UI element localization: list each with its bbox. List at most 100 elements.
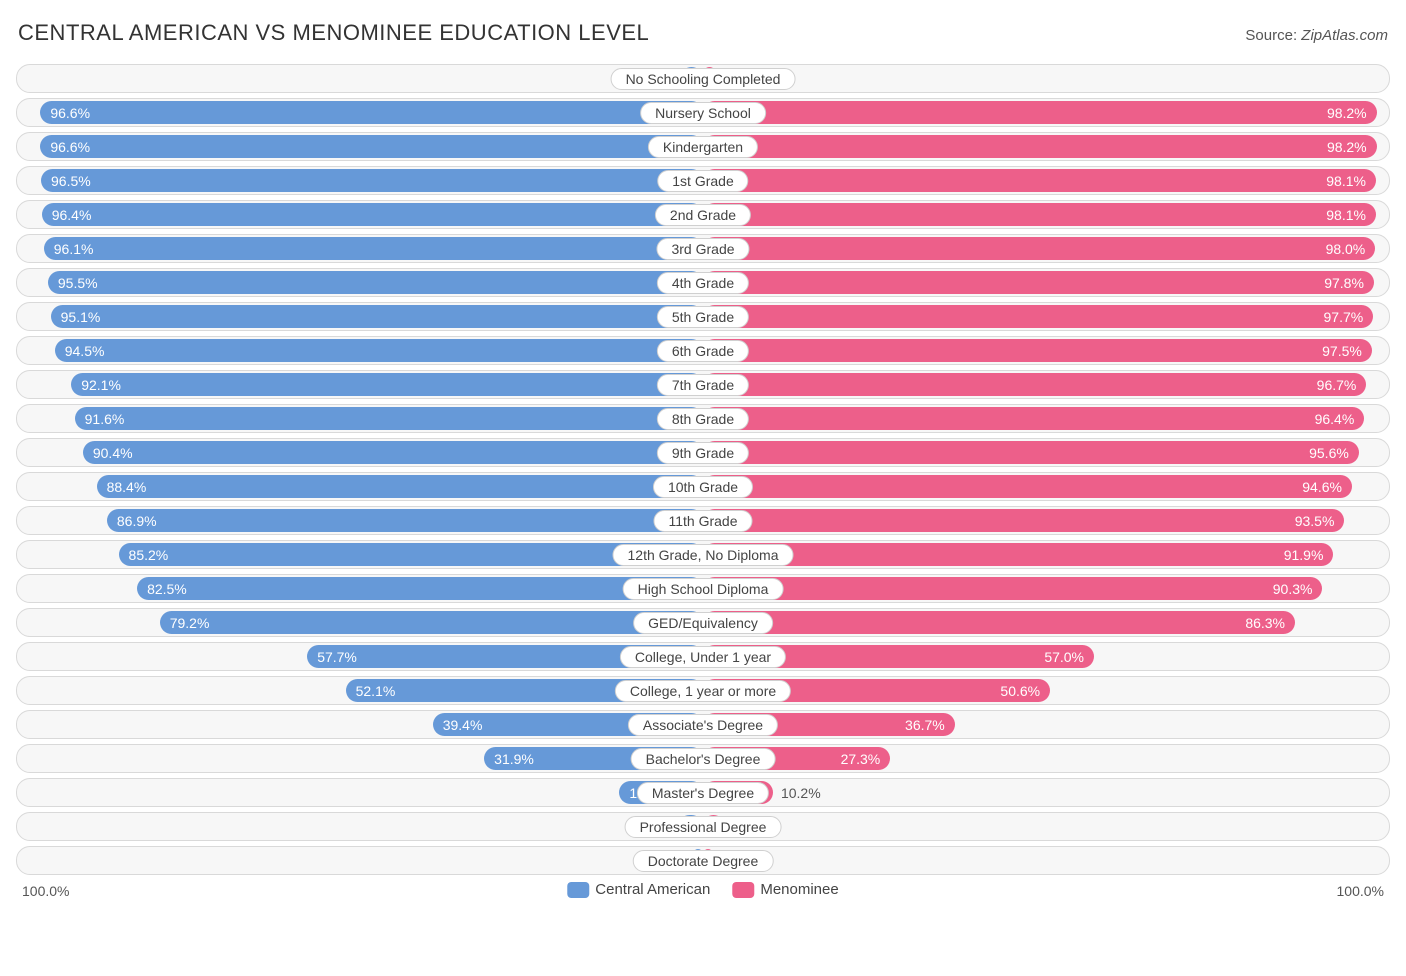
bar-value-right: 97.5% — [1322, 343, 1362, 359]
bar-value-left: 96.1% — [54, 241, 94, 257]
legend: Central American Menominee — [567, 881, 838, 898]
bar-right: 95.6% — [703, 441, 1359, 464]
chart-row: 96.1%98.0%3rd Grade — [16, 234, 1390, 263]
chart-row: 12.2%10.2%Master's Degree — [16, 778, 1390, 807]
bar-value-right: 10.2% — [781, 779, 821, 806]
chart-row: 39.4%36.7%Associate's Degree — [16, 710, 1390, 739]
category-label: Master's Degree — [637, 782, 769, 804]
bar-value-right: 98.1% — [1326, 173, 1366, 189]
bar-left: 95.1% — [51, 305, 703, 328]
bar-right: 96.7% — [703, 373, 1366, 396]
chart-row: 57.7% 57.0% College, Under 1 year — [16, 642, 1390, 671]
legend-swatch-right — [732, 882, 754, 898]
bar-value-right: 93.5% — [1295, 513, 1335, 529]
chart-row: 3.6%3.1%Professional Degree — [16, 812, 1390, 841]
bar-value-right: 50.6% — [1000, 683, 1040, 699]
bar-right: 98.1% — [703, 203, 1376, 226]
bar-left: 86.9% — [107, 509, 703, 532]
bar-left: 79.2% — [160, 611, 703, 634]
axis-max-right: 100.0% — [1337, 883, 1384, 899]
category-label: Associate's Degree — [628, 714, 778, 736]
chart-header: CENTRAL AMERICAN VS MENOMINEE EDUCATION … — [16, 20, 1390, 46]
bar-right: 94.6% — [703, 475, 1352, 498]
category-label: Professional Degree — [625, 816, 782, 838]
bar-value-right: 57.0% — [1044, 649, 1084, 665]
bar-right: 93.5% — [703, 509, 1344, 532]
bar-value-right: 98.2% — [1327, 139, 1367, 155]
category-label: Bachelor's Degree — [631, 748, 776, 770]
bar-value-left: 96.5% — [51, 173, 91, 189]
chart-row: 96.5%98.1%1st Grade — [16, 166, 1390, 195]
category-label: 12th Grade, No Diploma — [613, 544, 794, 566]
bar-value-left: 85.2% — [129, 547, 169, 563]
category-label: College, Under 1 year — [620, 646, 786, 668]
chart-row: 96.4%98.1%2nd Grade — [16, 200, 1390, 229]
bar-left: 92.1% — [71, 373, 703, 396]
category-label: 6th Grade — [657, 340, 749, 362]
chart-row: 52.1%50.6%College, 1 year or more — [16, 676, 1390, 705]
legend-label-right: Menominee — [760, 881, 838, 898]
bar-right: 91.9% — [703, 543, 1333, 566]
bar-value-left: 96.6% — [50, 105, 90, 121]
chart-row: 92.1% 96.7%7th Grade — [16, 370, 1390, 399]
category-label: 5th Grade — [657, 306, 749, 328]
category-label: 11th Grade — [653, 510, 752, 532]
chart-title: CENTRAL AMERICAN VS MENOMINEE EDUCATION … — [18, 20, 649, 46]
category-label: No Schooling Completed — [611, 68, 796, 90]
bar-left: 95.5% — [48, 271, 703, 294]
bar-value-right: 94.6% — [1302, 479, 1342, 495]
bar-right: 98.0% — [703, 237, 1375, 260]
legend-item-left: Central American — [567, 881, 710, 898]
bar-value-right: 98.0% — [1326, 241, 1366, 257]
bar-value-left: 86.9% — [117, 513, 157, 529]
category-label: Nursery School — [640, 102, 766, 124]
bar-value-right: 98.1% — [1326, 207, 1366, 223]
bar-right: 96.4% — [703, 407, 1364, 430]
category-label: Kindergarten — [648, 136, 758, 158]
bar-left: 96.6% — [40, 101, 703, 124]
bar-value-left: 95.5% — [58, 275, 98, 291]
bar-left: 82.5% — [137, 577, 703, 600]
chart-row: 94.5% 97.5% 6th Grade — [16, 336, 1390, 365]
bar-right: 97.5% — [703, 339, 1372, 362]
category-label: 10th Grade — [653, 476, 753, 498]
source-value: ZipAtlas.com — [1301, 27, 1388, 44]
bar-value-right: 97.7% — [1324, 309, 1364, 325]
bar-value-left: 31.9% — [494, 751, 534, 767]
category-label: 7th Grade — [657, 374, 749, 396]
chart-row: 95.1% 97.7% 5th Grade — [16, 302, 1390, 331]
bar-value-right: 86.3% — [1245, 615, 1285, 631]
bar-left: 96.6% — [40, 135, 703, 158]
source-label: Source: — [1245, 27, 1297, 44]
bar-value-left: 82.5% — [147, 581, 187, 597]
chart-row: 79.2% 86.3% GED/Equivalency — [16, 608, 1390, 637]
chart-row: 88.4% 94.6% 10th Grade — [16, 472, 1390, 501]
category-label: 2nd Grade — [655, 204, 751, 226]
bar-value-left: 88.4% — [107, 479, 147, 495]
axis-max-left: 100.0% — [22, 883, 69, 899]
chart-row: 91.6%96.4%8th Grade — [16, 404, 1390, 433]
chart-source: Source: ZipAtlas.com — [1245, 27, 1388, 44]
bar-value-left: 90.4% — [93, 445, 133, 461]
bar-value-left: 57.7% — [317, 649, 357, 665]
bar-left: 94.5% — [55, 339, 703, 362]
category-label: 4th Grade — [657, 272, 749, 294]
bar-right: 86.3% — [703, 611, 1295, 634]
chart-row: 1.5%1.4%Doctorate Degree — [16, 846, 1390, 875]
bar-right: 97.8% — [703, 271, 1374, 294]
bar-value-left: 95.1% — [61, 309, 101, 325]
bar-right: 97.7% — [703, 305, 1373, 328]
bar-value-right: 96.4% — [1315, 411, 1355, 427]
bar-value-left: 52.1% — [356, 683, 396, 699]
category-label: Doctorate Degree — [633, 850, 774, 872]
category-label: GED/Equivalency — [633, 612, 773, 634]
chart-row: 31.9%27.3%Bachelor's Degree — [16, 744, 1390, 773]
chart-row: 96.6% 98.2% Kindergarten — [16, 132, 1390, 161]
bar-value-left: 92.1% — [81, 377, 121, 393]
chart-row: 95.5% 97.8%4th Grade — [16, 268, 1390, 297]
bar-left: 96.5% — [41, 169, 703, 192]
chart-row: 85.2% 91.9%12th Grade, No Diploma — [16, 540, 1390, 569]
chart-row: 86.9% 93.5% 11th Grade — [16, 506, 1390, 535]
bar-value-right: 95.6% — [1309, 445, 1349, 461]
chart-row: 82.5%90.3%High School Diploma — [16, 574, 1390, 603]
